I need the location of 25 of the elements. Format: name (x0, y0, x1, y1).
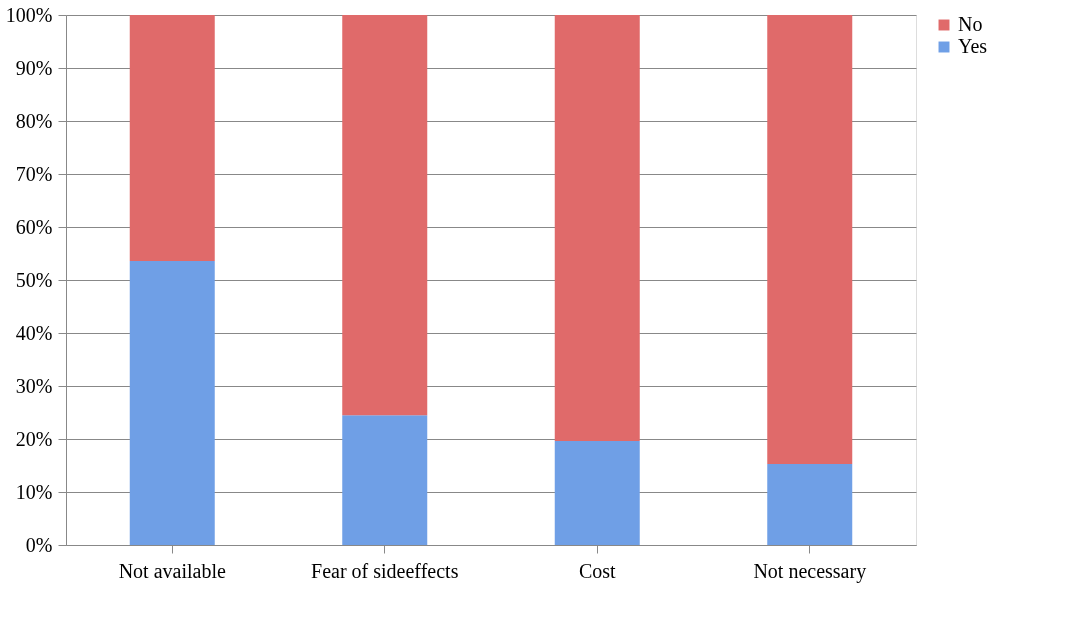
x-tick-label: Fear of sideeffects (311, 559, 459, 582)
legend-label: No (958, 13, 983, 35)
bar (342, 415, 428, 545)
y-tick-label: 60% (15, 215, 53, 238)
bar (129, 15, 215, 261)
bar (342, 15, 428, 416)
x-tick-label: Cost (578, 559, 617, 582)
x-tick-label: Not necessary (753, 559, 867, 583)
y-tick-label: 20% (15, 427, 53, 450)
bar (129, 260, 215, 545)
x-tick-label: Not available (118, 559, 226, 582)
y-tick-label: 10% (15, 480, 53, 503)
y-tick-label: 80% (15, 109, 53, 132)
bar (767, 463, 853, 545)
bar (554, 441, 640, 545)
y-tick-label: 30% (15, 374, 53, 397)
y-tick-label: 90% (15, 56, 53, 79)
bar (767, 15, 853, 464)
legend-label: Yes (958, 35, 988, 57)
y-tick-label: 100% (5, 3, 53, 26)
y-tick-label: 50% (15, 268, 53, 291)
y-tick-label: 0% (25, 533, 53, 556)
y-tick-label: 40% (15, 321, 53, 344)
bar (554, 15, 640, 442)
y-tick-label: 70% (15, 162, 53, 185)
